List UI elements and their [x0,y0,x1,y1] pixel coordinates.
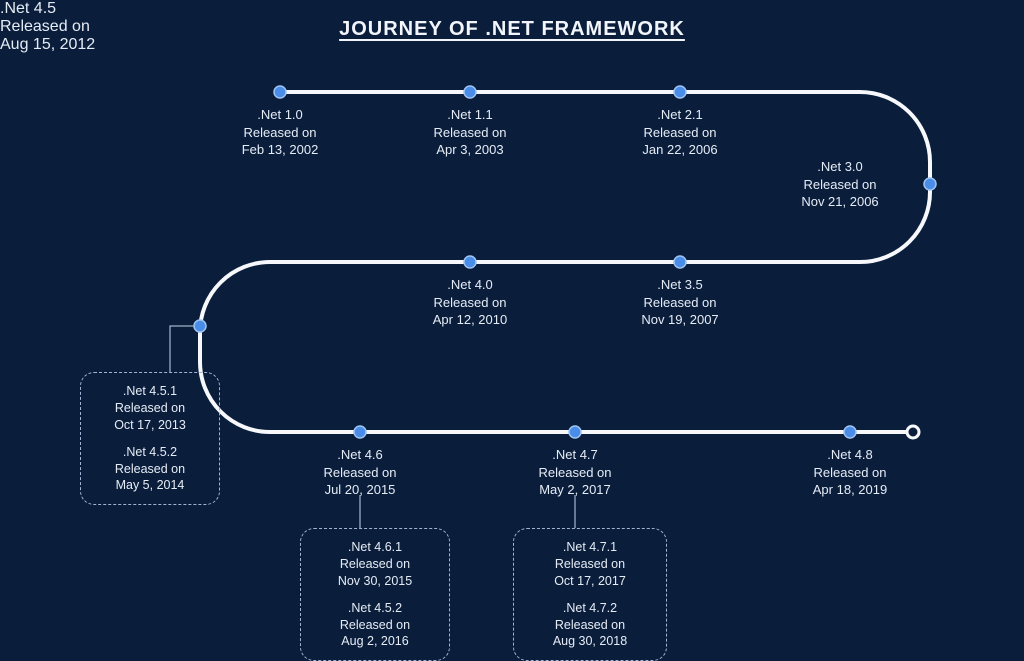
node-name: .Net 3.5 [605,276,755,294]
node-name: .Net 4.0 [395,276,545,294]
node-net11-dot [464,86,476,98]
callout-item-name: .Net 4.5.2 [315,600,435,617]
node-date: Apr 12, 2010 [395,311,545,329]
node-sub: Released on [765,176,915,194]
node-net40-dot [464,256,476,268]
node-net48-dot [844,426,856,438]
callout-net47x: .Net 4.7.1 Released on Oct 17, 2017 .Net… [513,528,667,661]
node-net10-dot [274,86,286,98]
callout-item-date: Oct 17, 2013 [95,417,205,434]
callout-item-sub: Released on [528,617,652,634]
node-date: Jul 20, 2015 [285,481,435,499]
callout-item-date: May 5, 2014 [95,477,205,494]
node-label-net11: .Net 1.1Released onApr 3, 2003 [395,106,545,159]
node-net30-dot [924,178,936,190]
node-date: Nov 19, 2007 [605,311,755,329]
callout-item-name: .Net 4.6.1 [315,539,435,556]
callout-item-name: .Net 4.7.2 [528,600,652,617]
node-name: .Net 1.1 [395,106,545,124]
node-name: .Net 3.0 [765,158,915,176]
callout-item-name: .Net 4.7.1 [528,539,652,556]
node-date: Feb 13, 2002 [205,141,355,159]
node-net47-dot [569,426,581,438]
node-sub: Released on [605,294,755,312]
connector-c45x [170,326,200,372]
node-label-net48: .Net 4.8Released onApr 18, 2019 [775,446,925,499]
node-date: May 2, 2017 [500,481,650,499]
node-label-net21: .Net 2.1Released onJan 22, 2006 [605,106,755,159]
node-sub: Released on [605,124,755,142]
node-name: .Net 4.7 [500,446,650,464]
node-date: Apr 18, 2019 [775,481,925,499]
callout-item-name: .Net 4.5.1 [95,383,205,400]
callout-item-sub: Released on [95,461,205,478]
node-label-net35: .Net 3.5Released onNov 19, 2007 [605,276,755,329]
callout-item-date: Oct 17, 2017 [528,573,652,590]
node-date: Nov 21, 2006 [765,193,915,211]
node-sub: Released on [395,294,545,312]
node-label-net47: .Net 4.7Released onMay 2, 2017 [500,446,650,499]
callout-item-sub: Released on [315,556,435,573]
node-net21-dot [674,86,686,98]
node-label-net10: .Net 1.0Released onFeb 13, 2002 [205,106,355,159]
node-label-net46: .Net 4.6Released onJul 20, 2015 [285,446,435,499]
node-name: .Net 4.6 [285,446,435,464]
node-net46-dot [354,426,366,438]
node-sub: Released on [205,124,355,142]
node-name: .Net 4.8 [775,446,925,464]
callout-item-sub: Released on [315,617,435,634]
node-date: Jan 22, 2006 [605,141,755,159]
node-sub: Released on [285,464,435,482]
node-net35-dot [674,256,686,268]
callout-item-date: Aug 30, 2018 [528,633,652,650]
callout-net46x: .Net 4.6.1 Released on Nov 30, 2015 .Net… [300,528,450,661]
node-name: .Net 1.0 [205,106,355,124]
callout-item-name: .Net 4.5.2 [95,444,205,461]
node-name: .Net 2.1 [605,106,755,124]
node-net45-dot [194,320,206,332]
node-date: Apr 3, 2003 [395,141,545,159]
timeline-end-marker [907,426,919,438]
callout-net45x: .Net 4.5.1 Released on Oct 17, 2013 .Net… [80,372,220,505]
node-sub: Released on [395,124,545,142]
callout-item-date: Aug 2, 2016 [315,633,435,650]
node-label-net30: .Net 3.0Released onNov 21, 2006 [765,158,915,211]
callout-item-sub: Released on [528,556,652,573]
node-sub: Released on [775,464,925,482]
node-label-net40: .Net 4.0Released onApr 12, 2010 [395,276,545,329]
node-sub: Released on [500,464,650,482]
callout-item-date: Nov 30, 2015 [315,573,435,590]
callout-item-sub: Released on [95,400,205,417]
